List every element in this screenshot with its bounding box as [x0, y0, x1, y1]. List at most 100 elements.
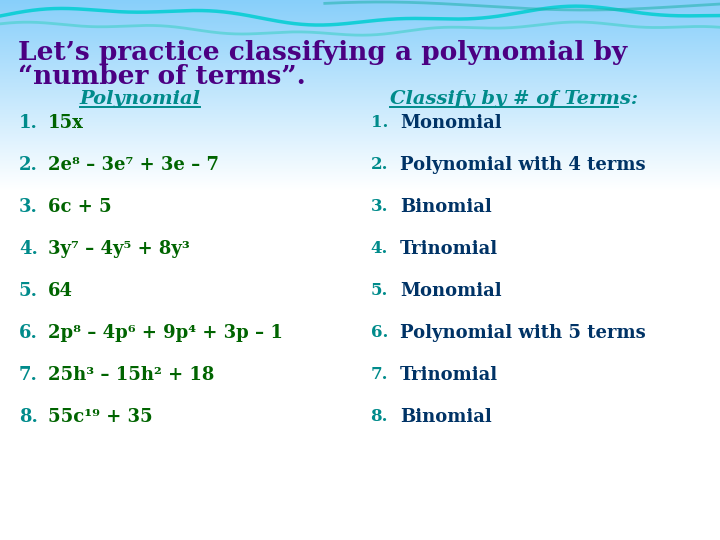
Bar [0, 15, 720, 16]
Bar [0, 113, 720, 114]
Bar [0, 33, 720, 34]
Bar [0, 179, 720, 180]
Text: 15x: 15x [48, 114, 84, 132]
Bar [0, 117, 720, 118]
Bar [0, 164, 720, 165]
Bar [0, 115, 720, 116]
Bar [0, 124, 720, 125]
Bar [0, 173, 720, 174]
Bar [0, 181, 720, 182]
Bar [0, 75, 720, 76]
Text: Polynomial: Polynomial [79, 90, 200, 108]
Bar [0, 161, 720, 162]
Text: “number of terms”.: “number of terms”. [18, 64, 306, 89]
Bar [0, 1, 720, 2]
Text: 8.: 8. [371, 408, 388, 425]
Bar [0, 109, 720, 110]
Bar [0, 162, 720, 163]
Bar [0, 42, 720, 43]
Bar [0, 97, 720, 98]
Text: 1.: 1. [19, 114, 38, 132]
Bar [0, 72, 720, 73]
Bar [0, 104, 720, 105]
Bar [0, 35, 720, 36]
Bar [0, 141, 720, 142]
Bar [0, 128, 720, 129]
Bar [0, 32, 720, 33]
Bar [0, 139, 720, 140]
Bar [0, 187, 720, 188]
Bar [0, 92, 720, 93]
Bar [0, 38, 720, 39]
Bar [0, 165, 720, 166]
Bar [0, 11, 720, 12]
Bar [0, 6, 720, 7]
Bar [0, 18, 720, 19]
Bar [0, 93, 720, 94]
Bar [0, 122, 720, 123]
Bar [0, 7, 720, 8]
Text: 7.: 7. [371, 366, 388, 383]
Bar [0, 156, 720, 157]
Text: Trinomial: Trinomial [400, 240, 498, 258]
Bar [0, 14, 720, 15]
Bar [0, 105, 720, 106]
Text: 55c¹⁹ + 35: 55c¹⁹ + 35 [48, 408, 153, 426]
Bar [0, 19, 720, 20]
Bar [0, 36, 720, 37]
Bar [0, 63, 720, 64]
Bar [0, 55, 720, 56]
Bar [0, 84, 720, 85]
Bar [0, 167, 720, 168]
Bar [0, 2, 720, 3]
Bar [0, 159, 720, 160]
Text: 64: 64 [48, 282, 73, 300]
Bar [0, 39, 720, 40]
Bar [0, 17, 720, 18]
Bar [0, 134, 720, 135]
Bar [0, 80, 720, 81]
Bar [0, 9, 720, 10]
Bar [0, 58, 720, 59]
Bar [0, 4, 720, 5]
Bar [0, 101, 720, 102]
Bar [0, 65, 720, 66]
Bar [0, 135, 720, 136]
Bar [0, 27, 720, 28]
Bar [0, 48, 720, 49]
Bar [0, 86, 720, 87]
Bar [0, 98, 720, 99]
Bar [0, 61, 720, 62]
Bar [0, 94, 720, 95]
Text: 5.: 5. [19, 282, 38, 300]
Bar [0, 22, 720, 23]
Text: 25h³ – 15h² + 18: 25h³ – 15h² + 18 [48, 366, 215, 384]
Bar [0, 110, 720, 111]
Bar [0, 169, 720, 170]
Bar [0, 102, 720, 103]
Bar [0, 31, 720, 32]
Text: 7.: 7. [19, 366, 38, 384]
Bar [0, 12, 720, 13]
Bar [0, 121, 720, 122]
Text: 1.: 1. [371, 114, 388, 131]
Bar [0, 155, 720, 156]
Bar [0, 81, 720, 82]
Bar [0, 185, 720, 186]
Bar [0, 106, 720, 107]
Bar [0, 21, 720, 22]
Bar [0, 29, 720, 30]
Bar [0, 25, 720, 26]
Bar [0, 140, 720, 141]
Text: Polynomial with 4 terms: Polynomial with 4 terms [400, 156, 646, 174]
Bar [0, 76, 720, 77]
Bar [0, 153, 720, 154]
Bar [0, 126, 720, 127]
Bar [0, 0, 720, 1]
Text: 4.: 4. [371, 240, 388, 257]
Bar [0, 131, 720, 132]
Bar [0, 149, 720, 150]
Bar [0, 182, 720, 183]
Bar [0, 151, 720, 152]
Bar [0, 23, 720, 24]
